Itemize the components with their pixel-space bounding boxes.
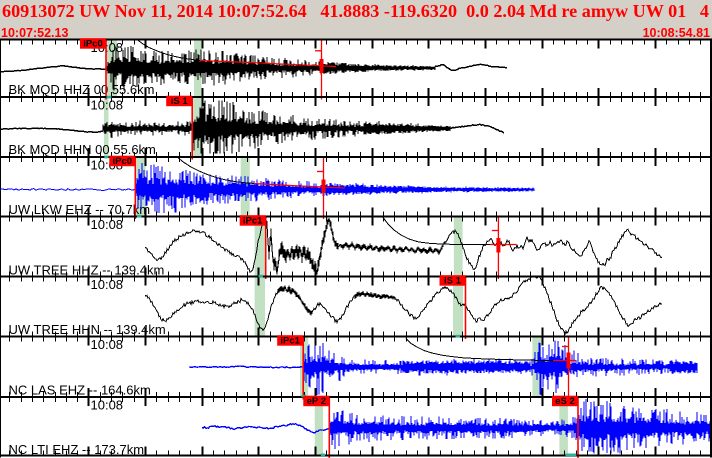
svg-text:BK MQD HHZ 00 55.6km: BK MQD HHZ 00 55.6km xyxy=(9,82,155,97)
svg-text:10:08: 10:08 xyxy=(91,398,124,413)
svg-text:UW LKW EHZ -- 70.7km: UW LKW EHZ -- 70.7km xyxy=(9,202,151,217)
svg-text:10:08: 10:08 xyxy=(91,98,124,113)
svg-text:10:08: 10:08 xyxy=(91,217,124,232)
svg-text:eS 2: eS 2 xyxy=(555,396,575,407)
svg-text:10:08:54.81: 10:08:54.81 xyxy=(643,26,710,40)
svg-text:60913072 UW Nov 11, 2014 10:07: 60913072 UW Nov 11, 2014 10:07:52.64 41.… xyxy=(2,1,709,21)
svg-text:10:08: 10:08 xyxy=(91,277,124,292)
svg-text:iS 1: iS 1 xyxy=(171,96,189,107)
svg-text:iPc0: iPc0 xyxy=(113,156,133,167)
svg-text:iPc0: iPc0 xyxy=(83,39,103,50)
svg-text:10:07:52.13: 10:07:52.13 xyxy=(1,26,68,40)
svg-text:10:08: 10:08 xyxy=(91,337,124,352)
svg-text:NC LTI EHZ -- 173.7km: NC LTI EHZ -- 173.7km xyxy=(9,442,145,457)
svg-text:UW TREE HHN -- 139.4km: UW TREE HHN -- 139.4km xyxy=(9,322,166,337)
svg-text:iS 1: iS 1 xyxy=(444,276,462,287)
svg-text:UW TREE HHZ -- 139.4km: UW TREE HHZ -- 139.4km xyxy=(9,263,165,278)
svg-text:iPc1: iPc1 xyxy=(280,336,300,347)
svg-text:BK MQD HHN 00 55.6km: BK MQD HHN 00 55.6km xyxy=(9,142,156,157)
svg-text:eP 2: eP 2 xyxy=(307,396,326,407)
svg-text:NC LAS EHZ -- 164.6km: NC LAS EHZ -- 164.6km xyxy=(9,383,151,398)
svg-text:iPc1: iPc1 xyxy=(243,216,263,227)
